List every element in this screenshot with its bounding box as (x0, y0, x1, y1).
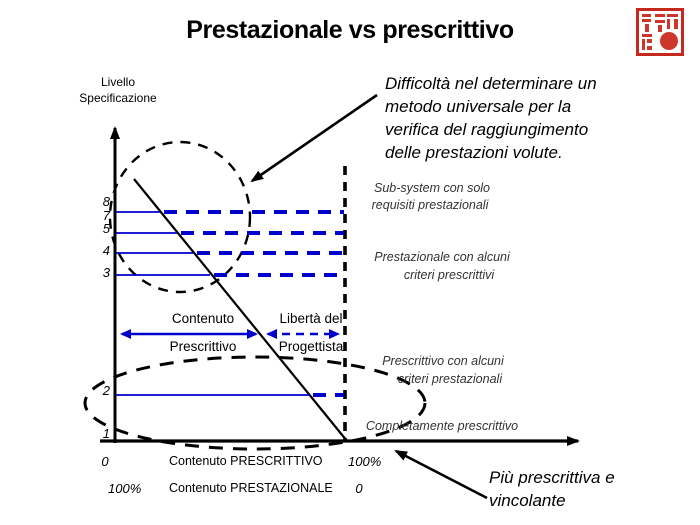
y-axis-label-line2: Specificazione (79, 91, 157, 105)
scale-row1-left-value: 0 (101, 454, 109, 469)
prescriptive-callout: Più prescrittiva e vincolante (489, 466, 615, 512)
blue-level-lines-solid (116, 211, 310, 396)
difficulty-line3: verifica del raggiungimento (385, 120, 589, 139)
lower-dashed-ellipse (83, 355, 427, 451)
level-label-subsystem-line1: Sub-system con solo (373, 181, 491, 195)
span-label-prescrittivo: Prescrittivo (169, 339, 237, 354)
difficulty-line2: metodo universale per la (385, 97, 572, 116)
level-label-prestazionale-line2: criteri prescrittivi (403, 268, 495, 282)
scale-row2-right-value: 0 (355, 481, 363, 496)
scale-row1-label: Contenuto PRESCRITTIVO (169, 454, 323, 468)
y-axis-tick-8: 8 (102, 194, 110, 209)
prescriptive-line1: Più prescrittiva e (489, 468, 615, 487)
y-axis-label-line1: Livello (100, 75, 136, 89)
y-axis-tick-7: 7 (102, 208, 110, 223)
difficulty-callout: Difficoltà nel determinare un metodo uni… (385, 72, 597, 164)
upper-dashed-ellipse (108, 140, 252, 294)
scale-row2-left-value: 100% (108, 481, 142, 496)
span-label-liberta-del: Libertà del (279, 311, 343, 326)
red-seal-logo-icon (636, 8, 684, 56)
slide-title: Prestazionale vs prescrittivo (186, 16, 514, 44)
difficulty-line4: delle prestazioni volute. (385, 143, 563, 162)
prescriptive-line2: vincolante (489, 491, 566, 510)
scale-row2-label: Contenuto PRESTAZIONALE (169, 481, 333, 495)
difficulty-callout-arrow (250, 93, 378, 183)
level-label-subsystem-line2: requisiti prestazionali (371, 198, 489, 212)
blue-level-lines-dashed (164, 210, 344, 397)
level-label-prestazionale-line1: Prestazionale con alcuni (374, 250, 510, 264)
span-label-progettista: Progettista (278, 339, 344, 354)
span-label-contenuto: Contenuto (171, 311, 235, 326)
y-axis-label: Livello Specificazione (62, 74, 174, 106)
y-axis-tick-3: 3 (102, 265, 110, 280)
prescriptive-callout-arrow (394, 449, 488, 500)
diagonal-line (133, 178, 348, 442)
y-axis-tick-2: 2 (102, 383, 110, 398)
level-label-completamente: Completamente prescrittivo (365, 419, 519, 433)
level-label-prescrittivo-line1: Prescrittivo con alcuni (382, 354, 504, 368)
scale-row1-right-value: 100% (348, 454, 382, 469)
level-label-prescrittivo-line2: criteri prestazionali (397, 372, 503, 386)
y-axis-tick-5: 5 (102, 221, 110, 236)
difficulty-line1: Difficoltà nel determinare un (385, 74, 597, 93)
y-axis-tick-1: 1 (102, 426, 110, 441)
y-axis-tick-4: 4 (102, 243, 110, 258)
